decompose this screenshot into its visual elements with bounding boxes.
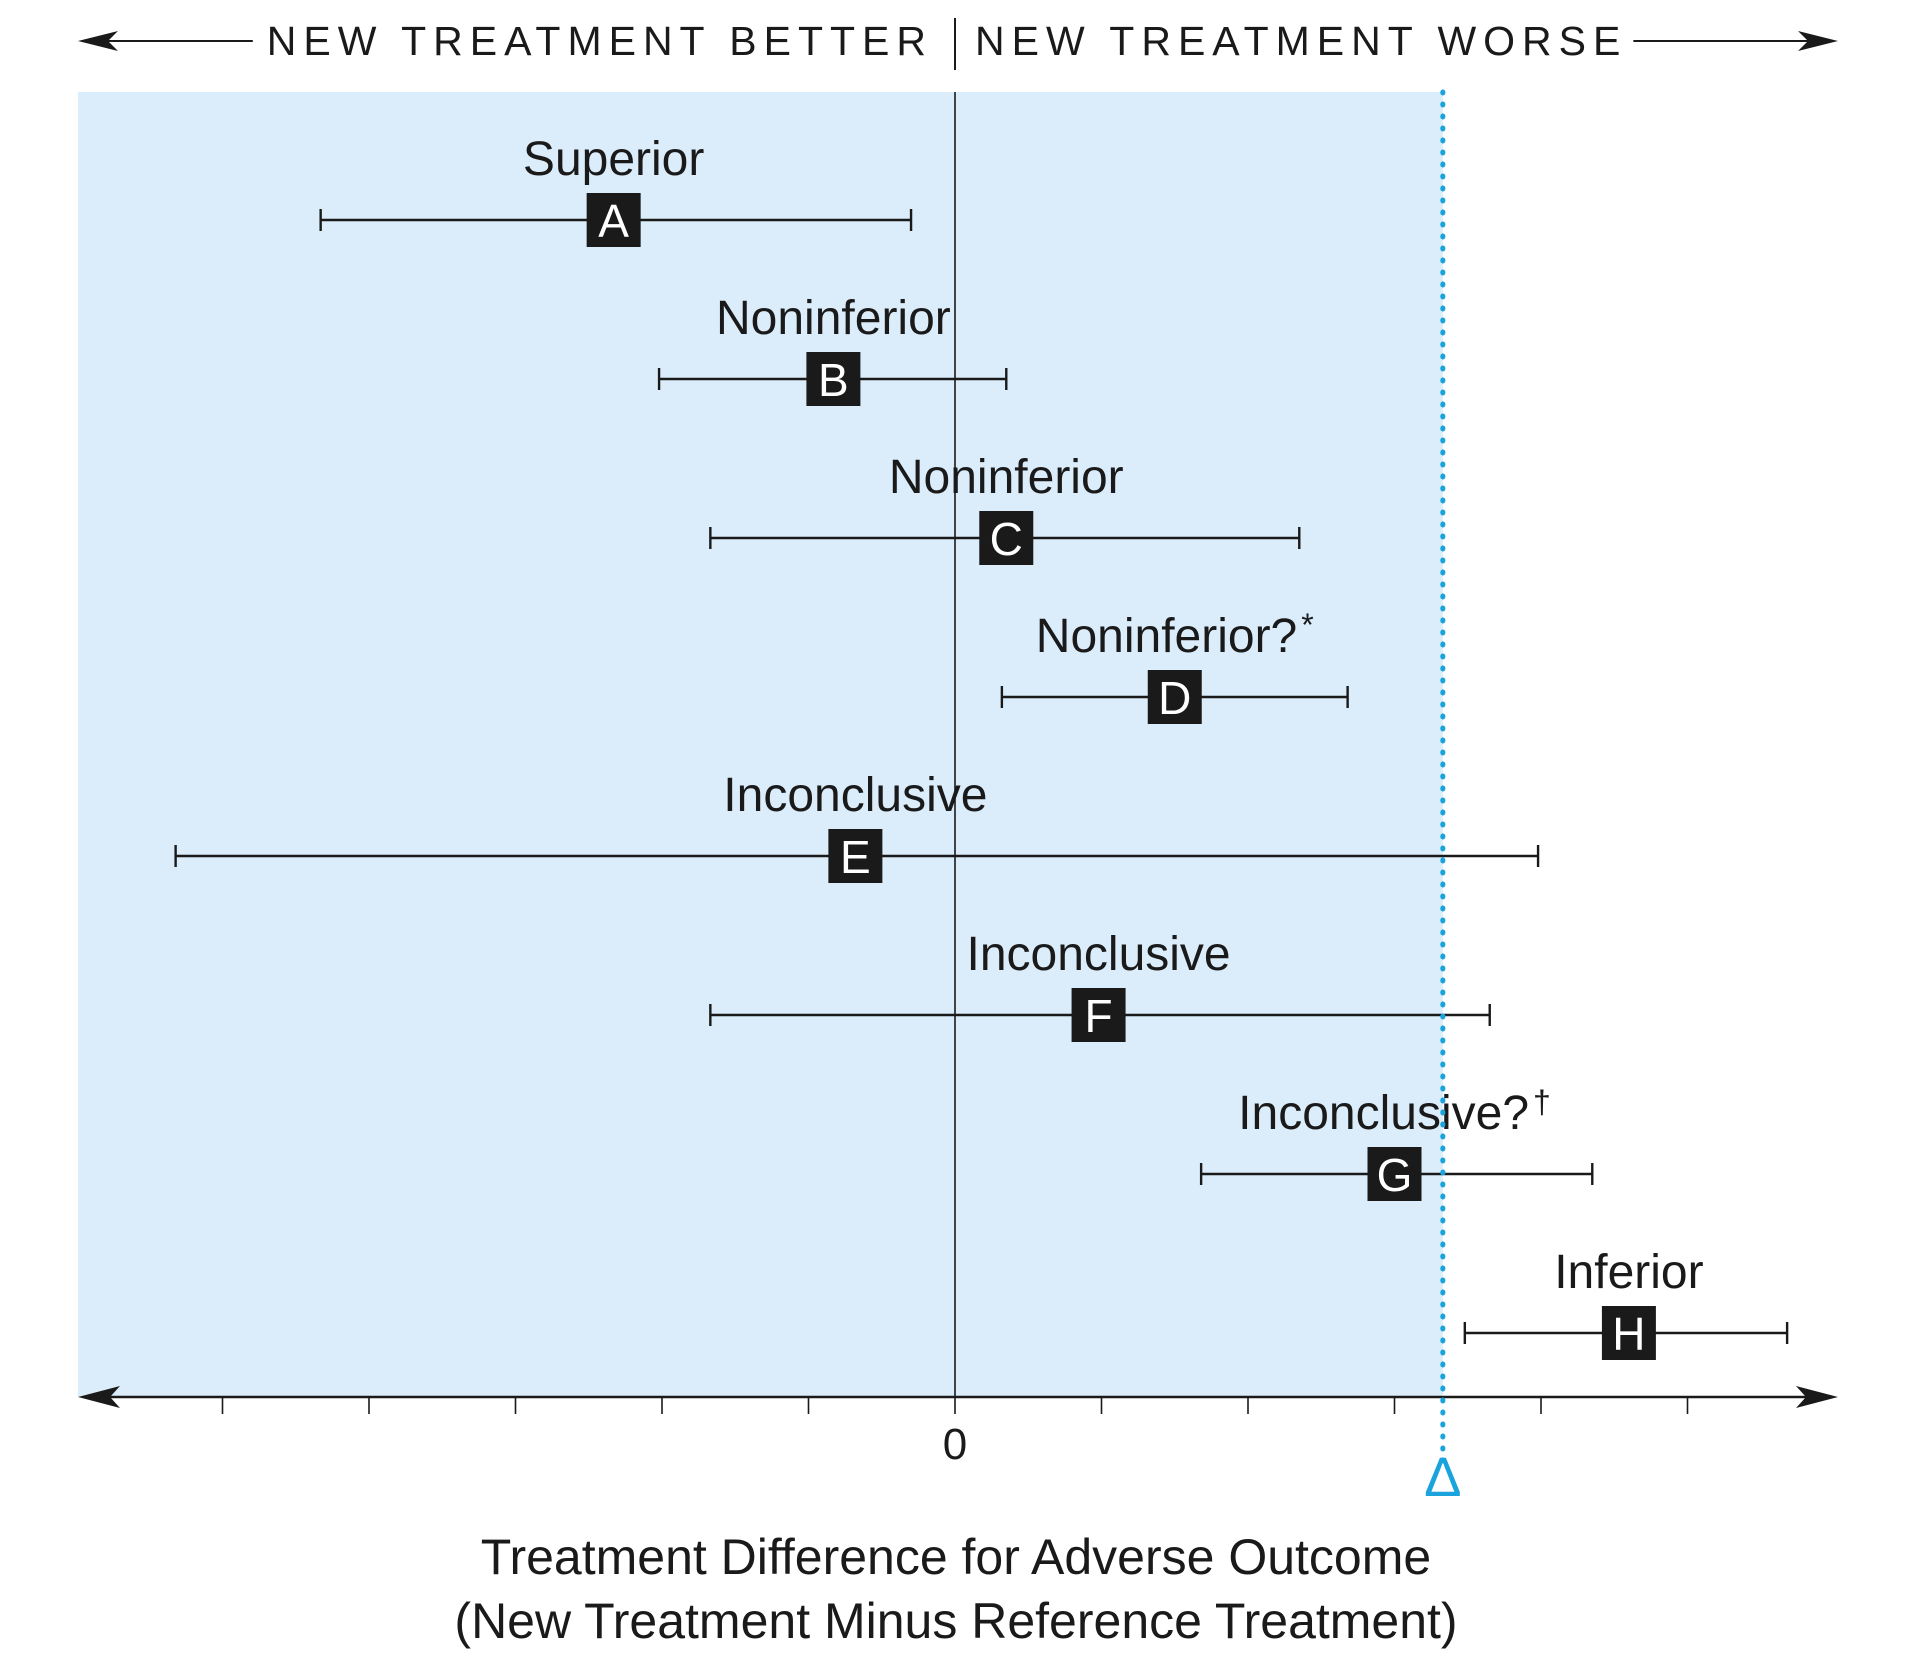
x-axis-ticks xyxy=(221,1397,1689,1414)
x-axis-left-arrow xyxy=(78,1386,120,1408)
estimate-row-g: G Inconclusive? † xyxy=(1199,1084,1594,1201)
zero-tick-label: 0 xyxy=(943,1420,967,1469)
estimate-footnote-mark: * xyxy=(1301,607,1313,643)
estimate-label: Inferior xyxy=(1554,1246,1703,1299)
estimate-row-c: C Noninferior xyxy=(709,451,1301,565)
estimate-letter: D xyxy=(1158,672,1191,724)
estimate-letter: C xyxy=(990,513,1023,565)
direction-header: NEW TREATMENT BETTER NEW TREATMENT WORSE xyxy=(78,18,1838,70)
estimate-label: Inconclusive xyxy=(723,769,987,822)
estimate-label: Inconclusive xyxy=(966,928,1230,981)
estimate-label: Superior xyxy=(523,133,704,186)
estimate-label: Inconclusive? † xyxy=(1238,1084,1551,1140)
estimate-label: Noninferior xyxy=(716,292,951,345)
shaded-region xyxy=(78,92,1443,1397)
estimate-letter: E xyxy=(840,831,871,883)
estimate-letter: G xyxy=(1377,1149,1413,1201)
right-arrow-head xyxy=(1798,31,1838,51)
left-arrow-head xyxy=(78,31,118,51)
estimate-letter: B xyxy=(818,354,849,406)
estimate-label: Noninferior? * xyxy=(1036,607,1314,663)
point-estimate-marker xyxy=(806,352,861,406)
estimate-row-h: H Inferior xyxy=(1463,1246,1789,1360)
estimate-row-e: E Inconclusive xyxy=(174,769,1540,883)
confidence-intervals: A Superior B Noninferior C Noninferior D Noninf… xyxy=(174,133,1789,1360)
point-estimate-marker xyxy=(1601,1306,1656,1360)
point-estimate-marker xyxy=(828,829,883,883)
point-estimate-marker xyxy=(586,193,641,247)
point-estimate-marker xyxy=(979,511,1034,565)
point-estimate-marker xyxy=(1367,1147,1422,1201)
estimate-letter: A xyxy=(598,195,629,247)
estimate-row-d: D Noninferior? * xyxy=(1000,607,1349,724)
estimate-label: Noninferior xyxy=(889,451,1124,504)
direction-label-right: NEW TREATMENT WORSE xyxy=(975,18,1627,64)
point-estimate-marker xyxy=(1147,670,1202,724)
direction-label-left: NEW TREATMENT BETTER xyxy=(267,18,933,64)
estimate-row-f: F Inconclusive xyxy=(709,928,1491,1042)
estimate-letter: F xyxy=(1085,990,1113,1042)
x-axis-title-line2: (New Treatment Minus Reference Treatment… xyxy=(454,1593,1457,1649)
estimate-letter: H xyxy=(1612,1308,1645,1360)
estimate-row-a: A Superior xyxy=(319,133,913,247)
point-estimate-marker xyxy=(1071,988,1126,1042)
x-axis-right-arrow xyxy=(1796,1386,1838,1408)
estimate-footnote-mark: † xyxy=(1533,1084,1551,1120)
x-axis-title-line1: Treatment Difference for Adverse Outcome xyxy=(481,1529,1431,1585)
margin-delta-label: Δ xyxy=(1424,1445,1461,1508)
estimate-row-b: B Noninferior xyxy=(657,292,1008,406)
